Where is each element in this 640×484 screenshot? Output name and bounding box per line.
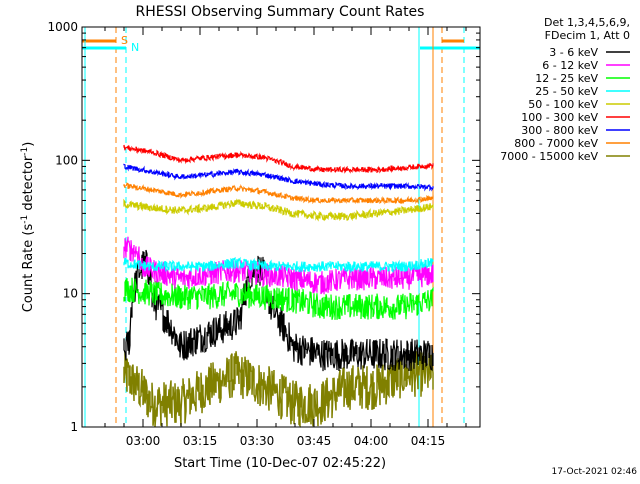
legend-label: 3 - 6 keV [549,46,598,59]
y-tick-label: 10 [63,287,78,301]
series-line [123,182,434,205]
x-tick-label: 03:45 [297,434,332,448]
series-line [123,236,434,295]
x-axis: 03:00 03:15 03:30 03:45 04:00 04:15 [104,27,467,448]
legend-label: 6 - 12 keV [542,59,598,72]
y-tick-label: 100 [55,153,78,167]
legend: Det 1,3,4,5,6,9, FDecim 1, Att 0 3 - 6 k… [500,16,630,163]
x-axis-label: Start Time (10-Dec-07 02:45:22) [174,456,386,471]
series-line [123,198,434,222]
series-line [123,249,434,372]
legend-label: 25 - 50 keV [535,85,598,98]
series-line [123,350,434,428]
y-axis-label: Count Rate (s-1 detector-1) [20,142,36,313]
series-line [123,144,434,174]
series-line [123,163,434,192]
plot-frame [81,26,481,428]
legend-label: 12 - 25 keV [535,72,598,85]
legend-header-2: FDecim 1, Att 0 [545,29,630,42]
x-tick-label: 03:00 [126,434,161,448]
y-tick-label: 1000 [47,20,78,34]
chart-title: RHESSI Observing Summary Count Rates [136,4,425,20]
timestamp: 17-Oct-2021 02:46 [552,467,638,477]
legend-header-1: Det 1,3,4,5,6,9, [544,16,630,29]
x-tick-label: 04:00 [354,434,389,448]
legend-label: 800 - 7000 keV [514,137,598,150]
y-tick-label: 1 [70,420,78,434]
legend-label: 7000 - 15000 keV [500,150,598,163]
series-line [123,277,434,320]
n-marker-label: N [131,41,139,54]
legend-label: 50 - 100 keV [528,98,598,111]
x-tick-label: 03:15 [183,434,218,448]
plot-area: SN [82,27,480,428]
s-marker-label: S [121,34,128,47]
legend-label: 300 - 800 keV [521,124,598,137]
x-tick-label: 04:15 [411,434,446,448]
legend-label: 100 - 300 keV [521,111,598,124]
y-axis: 1 10 100 1000 [47,20,480,434]
x-tick-label: 03:30 [240,434,275,448]
series-line [123,256,434,274]
